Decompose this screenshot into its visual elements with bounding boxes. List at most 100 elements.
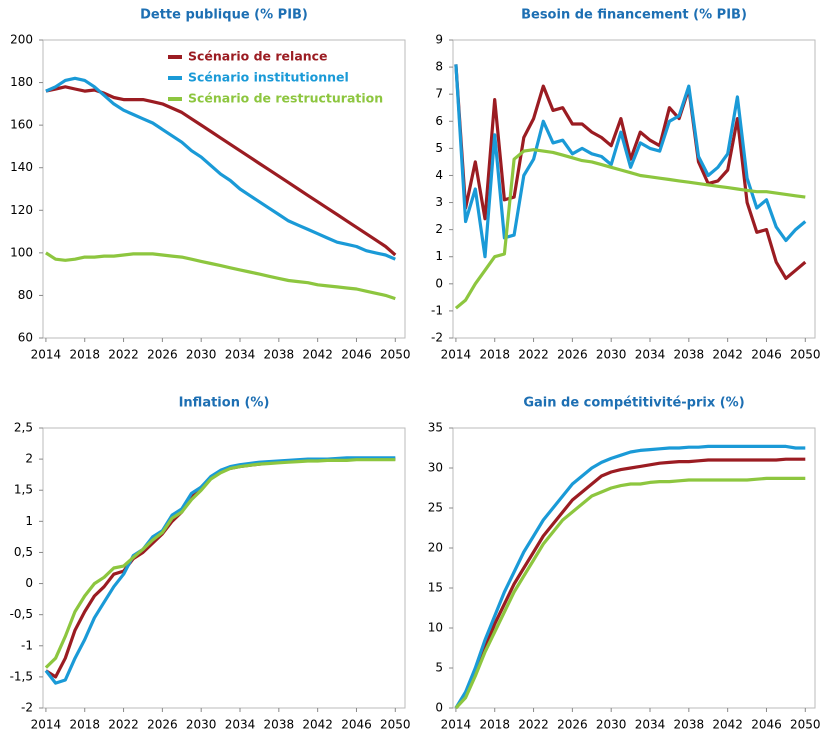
x-tick-label: 2046 — [751, 348, 782, 362]
chart-title: Besoin de financement (% PIB) — [521, 8, 747, 23]
y-tick-label: -1,5 — [10, 669, 33, 683]
y-tick-label: 20 — [428, 541, 443, 555]
y-tick-label: 1,5 — [14, 483, 33, 497]
x-tick-label: 2026 — [557, 718, 588, 732]
x-tick-label: 2018 — [479, 348, 510, 362]
chart-title: Gain de compétitivité-prix (%) — [523, 396, 744, 411]
x-tick-label: 2042 — [302, 718, 333, 732]
plot-frame — [42, 427, 406, 709]
y-tick-label: -0,5 — [10, 607, 33, 621]
chart-panel: Dette publique (% PIB) 60 80 100 120 140 160 18… — [10, 8, 410, 362]
y-tick-label: 10 — [428, 621, 443, 635]
y-tick-label: 80 — [18, 288, 33, 302]
x-tick-label: 2042 — [712, 348, 743, 362]
x-tick-label: 2030 — [186, 348, 217, 362]
legend-label: Scénario de relance — [188, 49, 328, 64]
x-tick-label: 2046 — [751, 718, 782, 732]
series-line — [454, 457, 806, 710]
y-tick-label: 2 — [25, 452, 33, 466]
x-tick-label: 2050 — [380, 718, 411, 732]
legend-label: Scénario institutionnel — [188, 70, 349, 85]
series-line — [454, 148, 806, 310]
x-tick-label: 2014 — [31, 718, 62, 732]
y-tick-label: 120 — [10, 203, 33, 217]
x-tick-label: 2034 — [635, 718, 666, 732]
chart-title: Dette publique (% PIB) — [140, 8, 308, 23]
plot-frame — [452, 39, 816, 339]
series-line — [45, 457, 396, 679]
x-tick-label: 2030 — [596, 718, 627, 732]
y-tick-label: 35 — [428, 421, 443, 435]
x-tick-label: 2042 — [712, 718, 743, 732]
x-tick-label: 2022 — [518, 348, 549, 362]
x-tick-label: 2022 — [108, 718, 139, 732]
series-line — [44, 456, 396, 685]
y-tick-label: 9 — [435, 33, 443, 47]
series-line — [45, 85, 397, 257]
series-line — [454, 64, 807, 280]
plot-frame — [42, 39, 406, 339]
y-tick-label: -1 — [431, 303, 443, 317]
y-tick-label: 2,5 — [14, 421, 33, 435]
series-line — [45, 251, 396, 301]
y-tick-label: 0,5 — [14, 545, 33, 559]
series-line — [454, 444, 806, 709]
y-tick-label: 4 — [435, 168, 443, 182]
x-tick-label: 2050 — [790, 718, 821, 732]
y-tick-label: 180 — [10, 75, 33, 89]
y-tick-label: 0 — [435, 276, 443, 290]
y-tick-label: 5 — [435, 141, 443, 155]
x-tick-label: 2050 — [380, 348, 411, 362]
x-tick-label: 2038 — [674, 718, 705, 732]
chart-panel: Inflation (%) -2 -1,5 -1 -0,5 0 0,5 1 1,5 2 2,5 201… — [10, 396, 411, 732]
x-tick-label: 2050 — [790, 348, 821, 362]
x-tick-label: 2022 — [108, 348, 139, 362]
y-tick-label: 25 — [428, 501, 443, 515]
x-tick-label: 2014 — [441, 348, 472, 362]
legend-label: Scénario de restructuration — [188, 91, 383, 106]
x-tick-label: 2018 — [69, 718, 100, 732]
y-tick-label: 2 — [435, 222, 443, 236]
y-tick-label: -1 — [21, 638, 33, 652]
y-tick-label: 60 — [18, 331, 33, 345]
chart-title: Inflation (%) — [179, 396, 270, 411]
x-tick-label: 2034 — [225, 348, 256, 362]
y-tick-label: 100 — [10, 245, 33, 259]
x-tick-label: 2018 — [69, 348, 100, 362]
y-tick-label: 15 — [428, 581, 443, 595]
x-tick-label: 2026 — [147, 718, 178, 732]
y-tick-label: 3 — [435, 195, 443, 209]
y-tick-label: 0 — [435, 701, 443, 715]
chart-panel: Gain de compétitivité-prix (%) 0 5 10 15 20 25… — [428, 396, 821, 732]
x-tick-label: 2018 — [479, 718, 510, 732]
x-tick-label: 2022 — [518, 718, 549, 732]
x-tick-label: 2038 — [674, 348, 705, 362]
y-tick-label: 160 — [10, 118, 33, 132]
series-line — [454, 476, 806, 710]
y-tick-label: 200 — [10, 33, 33, 47]
y-tick-label: 7 — [435, 87, 443, 101]
x-tick-label: 2030 — [186, 718, 217, 732]
y-tick-label: 1 — [25, 514, 33, 528]
x-tick-label: 2046 — [341, 718, 372, 732]
x-tick-label: 2014 — [31, 348, 62, 362]
x-tick-label: 2030 — [596, 348, 627, 362]
series-line — [44, 458, 396, 669]
x-tick-label: 2038 — [264, 348, 295, 362]
y-tick-label: -2 — [431, 331, 443, 345]
x-tick-label: 2034 — [635, 348, 666, 362]
plot-frame — [452, 427, 816, 709]
x-tick-label: 2026 — [147, 348, 178, 362]
y-tick-label: 1 — [435, 249, 443, 263]
x-tick-label: 2034 — [225, 718, 256, 732]
y-tick-label: 8 — [435, 60, 443, 74]
chart-panel: Besoin de financement (% PIB) -2 -1 0 1 2 3 4 5 6… — [431, 8, 821, 362]
x-tick-label: 2014 — [441, 718, 472, 732]
series-line — [45, 76, 396, 261]
y-tick-label: 140 — [10, 160, 33, 174]
y-tick-label: -2 — [21, 701, 33, 715]
y-tick-label: 0 — [25, 576, 33, 590]
y-tick-label: 5 — [435, 661, 443, 675]
x-tick-label: 2046 — [341, 348, 372, 362]
